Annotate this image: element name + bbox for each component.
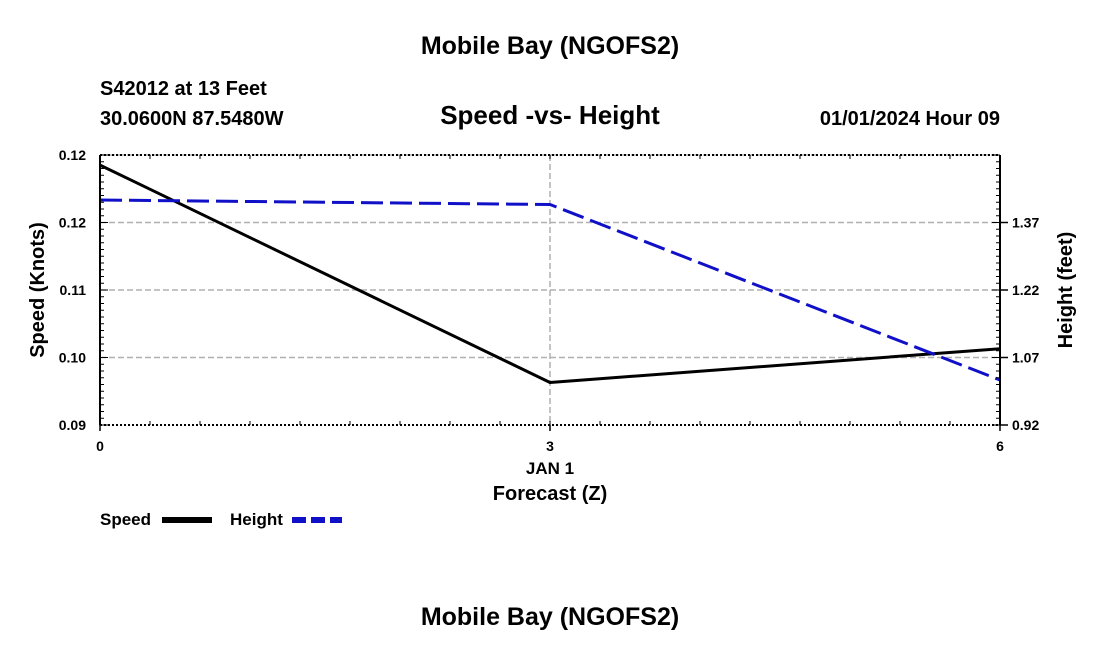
series-layer — [99, 163, 1001, 384]
x-tick-label-2: 6 — [996, 438, 1004, 454]
location-label: 30.0600N 87.5480W — [100, 108, 284, 130]
y-tick-label-1: 0.10 — [59, 350, 86, 366]
x-tick-label-1: 3 — [546, 438, 554, 454]
legend-speed-label: Speed — [100, 510, 151, 529]
y-tick-label-0: 0.09 — [59, 417, 86, 433]
x-axis-label: Forecast (Z) — [493, 483, 607, 505]
datetime-label: 01/01/2024 Hour 09 — [820, 108, 1000, 130]
y2-tick-label-2: 1.22 — [1012, 282, 1039, 298]
y2-tick-label-1: 1.07 — [1012, 350, 1039, 366]
ticks-layer: 0.09 0.10 0.11 0.12 0.12 0.92 1.07 1.22 1.37 0 3 6 — [59, 147, 1040, 454]
grid-layer — [100, 154, 1000, 425]
legend: Speed Height — [100, 510, 342, 529]
y2-tick-label-0: 0.92 — [1012, 417, 1039, 433]
y-tick-label-4: 0.12 — [59, 147, 86, 163]
page-title: Mobile Bay (NGOFS2) — [421, 32, 679, 60]
footer-title: Mobile Bay (NGOFS2) — [421, 603, 679, 631]
chart-title: Speed -vs- Height — [440, 100, 660, 130]
y-tick-label-3: 0.12 — [59, 215, 86, 231]
x-axis-sublabel: JAN 1 — [526, 459, 574, 478]
x-tick-label-0: 0 — [96, 438, 104, 454]
y-tick-label-2: 0.11 — [60, 282, 87, 298]
series-line-height — [99, 198, 1001, 382]
y2-axis-label: Height (feet) — [1055, 232, 1077, 349]
series-line-speed — [99, 163, 1001, 384]
y2-tick-label-3: 1.37 — [1012, 215, 1039, 231]
legend-height-label: Height — [230, 510, 283, 529]
station-label: S42012 at 13 Feet — [100, 78, 267, 100]
y-axis-label: Speed (Knots) — [27, 222, 49, 358]
